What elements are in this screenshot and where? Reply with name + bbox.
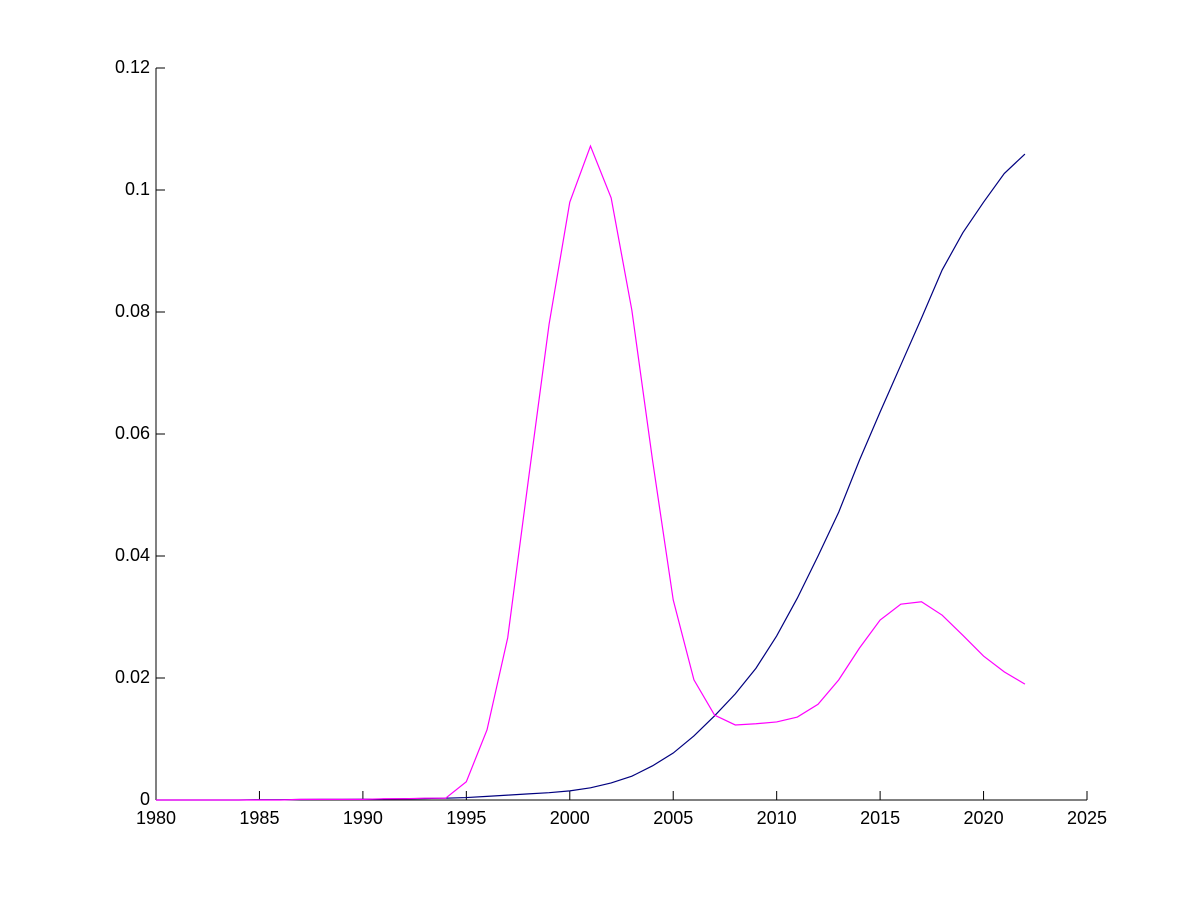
- y-tick-label: 0.08: [115, 301, 150, 321]
- x-tick-label: 2025: [1067, 808, 1107, 828]
- x-tick-label: 1990: [343, 808, 383, 828]
- x-tick-label: 2015: [860, 808, 900, 828]
- x-tick-label: 2005: [653, 808, 693, 828]
- y-tick-label: 0.02: [115, 667, 150, 687]
- y-tick-label: 0.1: [125, 179, 150, 199]
- series-line: [156, 153, 1026, 801]
- x-tick-label: 1980: [136, 808, 176, 828]
- y-tick-label: 0.04: [115, 545, 150, 565]
- series-line: [156, 144, 1026, 801]
- x-tick-label: 2020: [964, 808, 1004, 828]
- x-tick-label: 1995: [446, 808, 486, 828]
- y-tick-label: 0.12: [115, 57, 150, 77]
- x-tick-label: 2010: [757, 808, 797, 828]
- y-tick-label: 0.06: [115, 423, 150, 443]
- x-tick-label: 2000: [550, 808, 590, 828]
- y-tick-label: 0: [140, 789, 150, 809]
- x-tick-label: 1985: [239, 808, 279, 828]
